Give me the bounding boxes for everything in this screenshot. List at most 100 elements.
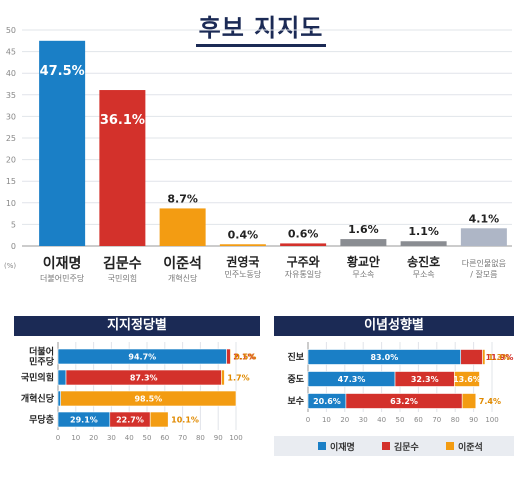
segment-이준석 <box>230 348 232 365</box>
segment-label: 7.4% <box>479 397 501 406</box>
row-label: 보수 <box>287 396 304 407</box>
y-tick-label: 40 <box>6 69 16 78</box>
segment-label: 1.7% <box>227 374 249 383</box>
segment-label: 11.9% <box>486 353 514 362</box>
y-tick-label: 20 <box>6 156 16 165</box>
y-axis-unit-label: (%) <box>4 262 16 270</box>
legend-swatch <box>382 442 390 450</box>
category-label: 황교안 <box>347 254 380 269</box>
segment-이준석 <box>454 371 480 387</box>
segment-label: 29.1% <box>70 416 98 425</box>
y-tick-label: 10 <box>6 199 16 208</box>
page-title: 후보 지지도 <box>198 14 324 42</box>
row-label: 진보 <box>287 351 304 363</box>
party-panel-header: 지지정당별 <box>14 316 260 336</box>
bar-value-label: 1.6% <box>348 223 379 236</box>
support-by-ideology-chart: 0 10 20 30 40 50 60 70 80 90 100 진보 83.0% 11.9%1.3% 중도… <box>274 342 514 456</box>
bar-value-label: 8.7% <box>167 192 198 205</box>
segment-이준석 <box>482 349 486 365</box>
x-tick-label: 0 <box>306 416 310 424</box>
segment-label: 22.7% <box>116 416 144 425</box>
ideology-panel-header: 이념성향별 <box>274 316 514 336</box>
legend-label: 이준석 <box>458 441 483 453</box>
bar-이재명 <box>39 40 86 246</box>
x-tick-label: 70 <box>432 416 441 424</box>
segment-김문수 <box>460 349 483 365</box>
row-label: 무당층 <box>29 414 54 426</box>
y-tick-label: 50 <box>6 26 16 35</box>
y-tick-label: 0 <box>11 242 16 251</box>
legend-label: 김문수 <box>394 441 419 453</box>
x-tick-label: 100 <box>485 416 498 424</box>
segment-label: 98.5% <box>134 395 162 404</box>
bar-송진호 <box>400 241 447 246</box>
x-tick-label: 80 <box>196 434 205 442</box>
x-tick-label: 100 <box>229 434 242 442</box>
segment-label: 32.3% <box>411 375 439 384</box>
row-label-line2: 민주당 <box>29 356 55 368</box>
category-label: 다른인물없음 <box>462 258 506 268</box>
bar-value-label: 4.1% <box>469 212 500 225</box>
x-tick-label: 20 <box>340 416 349 424</box>
legend-label: 이재명 <box>330 441 355 453</box>
category-label: 구주와 <box>287 254 320 269</box>
x-tick-label: 80 <box>451 416 460 424</box>
segment-이준석 <box>60 390 237 407</box>
segment-label: 83.0% <box>370 353 398 362</box>
y-tick-label: 35 <box>6 91 16 100</box>
x-tick-label: 40 <box>377 416 386 424</box>
row-label: 개혁신당 <box>21 393 55 405</box>
legend-swatch <box>446 442 454 450</box>
y-tick-label: 25 <box>6 134 16 143</box>
party-label: 민주노동당 <box>224 269 261 279</box>
x-tick-label: 30 <box>107 434 116 442</box>
category-label: 이준석 <box>163 255 202 272</box>
bar-이준석 <box>159 208 206 246</box>
y-tick-label: 15 <box>6 177 16 186</box>
x-tick-label: 30 <box>359 416 368 424</box>
y-tick-label: 5 <box>11 220 16 229</box>
category-label-line2: / 잘모름 <box>470 270 497 279</box>
row-label: 중도 <box>287 374 304 385</box>
title-underline <box>196 44 326 47</box>
bar-김문수 <box>99 90 146 246</box>
row-label: 국민의힘 <box>21 372 54 384</box>
bar-구주와 <box>280 243 327 246</box>
segment-label: 94.7% <box>128 353 156 362</box>
party-label: 무소속 <box>352 270 374 279</box>
party-label: 개혁신당 <box>168 273 198 283</box>
x-tick-label: 0 <box>56 434 60 442</box>
support-by-party-chart: 0 10 20 30 40 50 60 70 80 90 100 더불어민주당 94.7% 2.1%0.5… <box>21 342 256 442</box>
segment-label: 0.5% <box>234 353 256 362</box>
x-tick-label: 60 <box>160 434 169 442</box>
bar-value-label: 1.1% <box>408 225 439 238</box>
x-tick-label: 10 <box>71 434 80 442</box>
segment-label: 2.1% <box>233 353 255 362</box>
category-label: 이재명 <box>43 255 82 272</box>
legend-background <box>274 436 514 456</box>
segment-label: 20.6% <box>313 397 341 406</box>
category-label: 권영국 <box>226 254 259 269</box>
bar-권영국 <box>219 244 266 246</box>
segment-label: 47.3% <box>338 375 366 384</box>
party-label: 더불어민주당 <box>40 273 85 283</box>
y-tick-label: 45 <box>6 48 16 57</box>
x-tick-label: 90 <box>469 416 478 424</box>
segment-label: 87.3% <box>130 374 158 383</box>
segment-이준석 <box>221 369 225 386</box>
segment-label: 13.6% <box>453 375 481 384</box>
bar-다른인물없음 / 잘모름 <box>460 228 507 246</box>
bar-value-label: 0.6% <box>288 227 319 240</box>
x-tick-label: 20 <box>89 434 98 442</box>
legend-swatch <box>318 442 326 450</box>
bar-value-label: 0.4% <box>228 228 259 241</box>
party-label: 자유통일당 <box>285 269 322 279</box>
segment-이준석 <box>461 393 477 409</box>
x-tick-label: 50 <box>396 416 405 424</box>
row-label: 더불어 <box>29 346 54 358</box>
segment-label: 10.1% <box>171 416 199 425</box>
party-label: 국민의힘 <box>108 273 137 283</box>
x-tick-label: 60 <box>414 416 423 424</box>
